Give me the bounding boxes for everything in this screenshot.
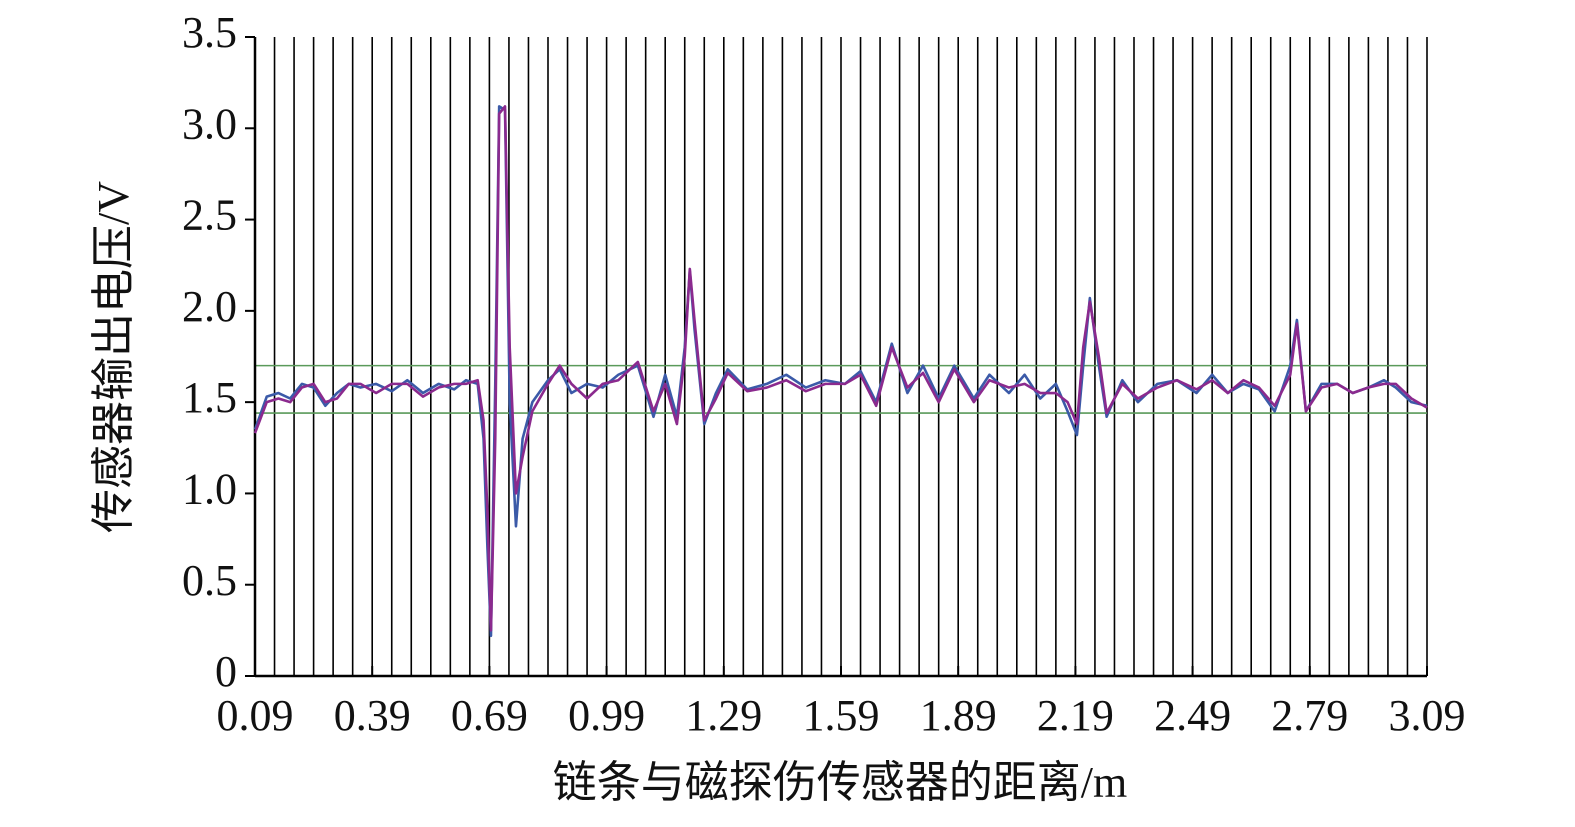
y-tick-label: 1.0 (182, 465, 237, 514)
y-tick-label: 2.5 (182, 191, 237, 240)
x-tick-label: 3.09 (1389, 691, 1466, 740)
series-line (253, 105, 1428, 638)
x-tick-label: 2.79 (1271, 691, 1348, 740)
y-tick-label: 2.0 (182, 282, 237, 331)
series-line (253, 105, 1428, 632)
y-tick-label: 0 (215, 647, 237, 696)
x-axis-title: 链条与磁探伤传感器的距离/m (553, 758, 1127, 807)
x-tick-label: 0.09 (217, 691, 294, 740)
x-tick-label: 0.69 (451, 691, 528, 740)
y-tick-label: 0.5 (182, 556, 237, 605)
x-tick-label: 2.19 (1037, 691, 1114, 740)
x-tick-label: 0.39 (334, 691, 411, 740)
x-tick-label: 0.99 (568, 691, 645, 740)
y-tick-label: 3.5 (182, 8, 237, 57)
x-tick-label: 2.49 (1154, 691, 1231, 740)
y-axis-title: 传感器输出电压/V (89, 181, 138, 533)
y-tick-label: 3.0 (182, 99, 237, 148)
x-tick-label: 1.59 (803, 691, 880, 740)
x-tick-label: 1.89 (920, 691, 997, 740)
y-tick-label: 1.5 (182, 373, 237, 422)
x-tick-label: 1.29 (685, 691, 762, 740)
